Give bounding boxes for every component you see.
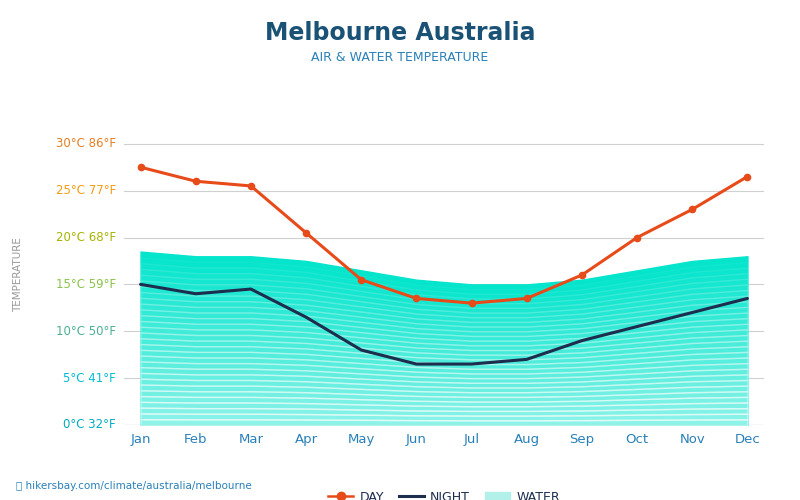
Text: 30°C 86°F: 30°C 86°F: [56, 137, 116, 150]
Text: 15°C 59°F: 15°C 59°F: [56, 278, 116, 291]
Text: 20°C 68°F: 20°C 68°F: [56, 231, 116, 244]
Text: Melbourne Australia: Melbourne Australia: [265, 20, 535, 44]
Text: 0°C 32°F: 0°C 32°F: [63, 418, 116, 432]
Legend: DAY, NIGHT, WATER: DAY, NIGHT, WATER: [323, 486, 565, 500]
Text: AIR & WATER TEMPERATURE: AIR & WATER TEMPERATURE: [311, 51, 489, 64]
Text: 5°C 41°F: 5°C 41°F: [63, 372, 116, 384]
Text: TEMPERATURE: TEMPERATURE: [13, 238, 22, 312]
Text: 📍 hikersbay.com/climate/australia/melbourne: 📍 hikersbay.com/climate/australia/melbou…: [16, 481, 252, 491]
Text: 25°C 77°F: 25°C 77°F: [56, 184, 116, 197]
Text: 10°C 50°F: 10°C 50°F: [56, 325, 116, 338]
